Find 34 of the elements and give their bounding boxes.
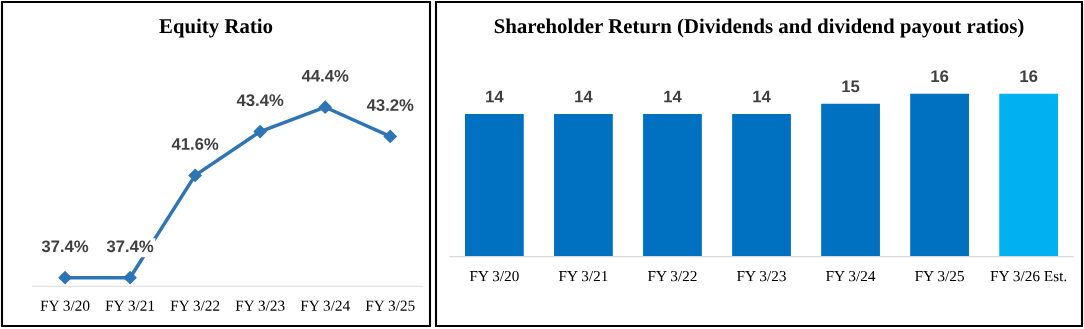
x-tick-label: FY 3/24: [826, 270, 876, 282]
x-tick-label: FY 3/22: [170, 300, 220, 311]
x-tick-label: FY 3/23: [736, 270, 786, 282]
x-tick-label: FY 3/20: [40, 300, 90, 311]
x-tick-label: FY 3/21: [105, 300, 155, 311]
data-label: 14: [664, 90, 682, 103]
point: [318, 100, 332, 114]
data-label: 14: [753, 90, 771, 103]
data-label: 14: [486, 90, 504, 103]
data-label: 37.4%: [106, 240, 154, 253]
point: [123, 271, 137, 285]
data-label: 16: [1020, 70, 1038, 83]
x-tick-label: FY 3/25: [915, 270, 964, 282]
data-label: 14: [575, 90, 593, 103]
data-label: 15: [842, 80, 860, 93]
chart-title: Equity Ratio: [159, 18, 273, 38]
chart-title: Shareholder Return (Dividends and dividend payout ratios): [494, 18, 1024, 38]
data-label: 41.6%: [171, 138, 219, 150]
x-tick-label: FY 3/20: [469, 270, 519, 282]
data-label: 43.4%: [236, 94, 284, 107]
x-tick-label: FY 3/25: [365, 300, 415, 311]
point: [188, 168, 202, 183]
x-tick-label: FY 3/24: [300, 300, 350, 311]
x-tick-label: FY 3/22: [647, 270, 697, 282]
point: [383, 129, 397, 144]
data-label: 37.4%: [41, 240, 89, 253]
point: [58, 271, 72, 285]
data-label: 16: [931, 70, 949, 83]
data-label: 44.4%: [301, 69, 349, 82]
x-tick-label: FY 3/21: [558, 270, 608, 282]
x-tick-label: FY 3/23: [235, 300, 285, 311]
point: [253, 124, 267, 139]
x-tick-label: FY 3/26 Est.: [990, 270, 1067, 282]
data-label: 43.2%: [366, 99, 414, 111]
